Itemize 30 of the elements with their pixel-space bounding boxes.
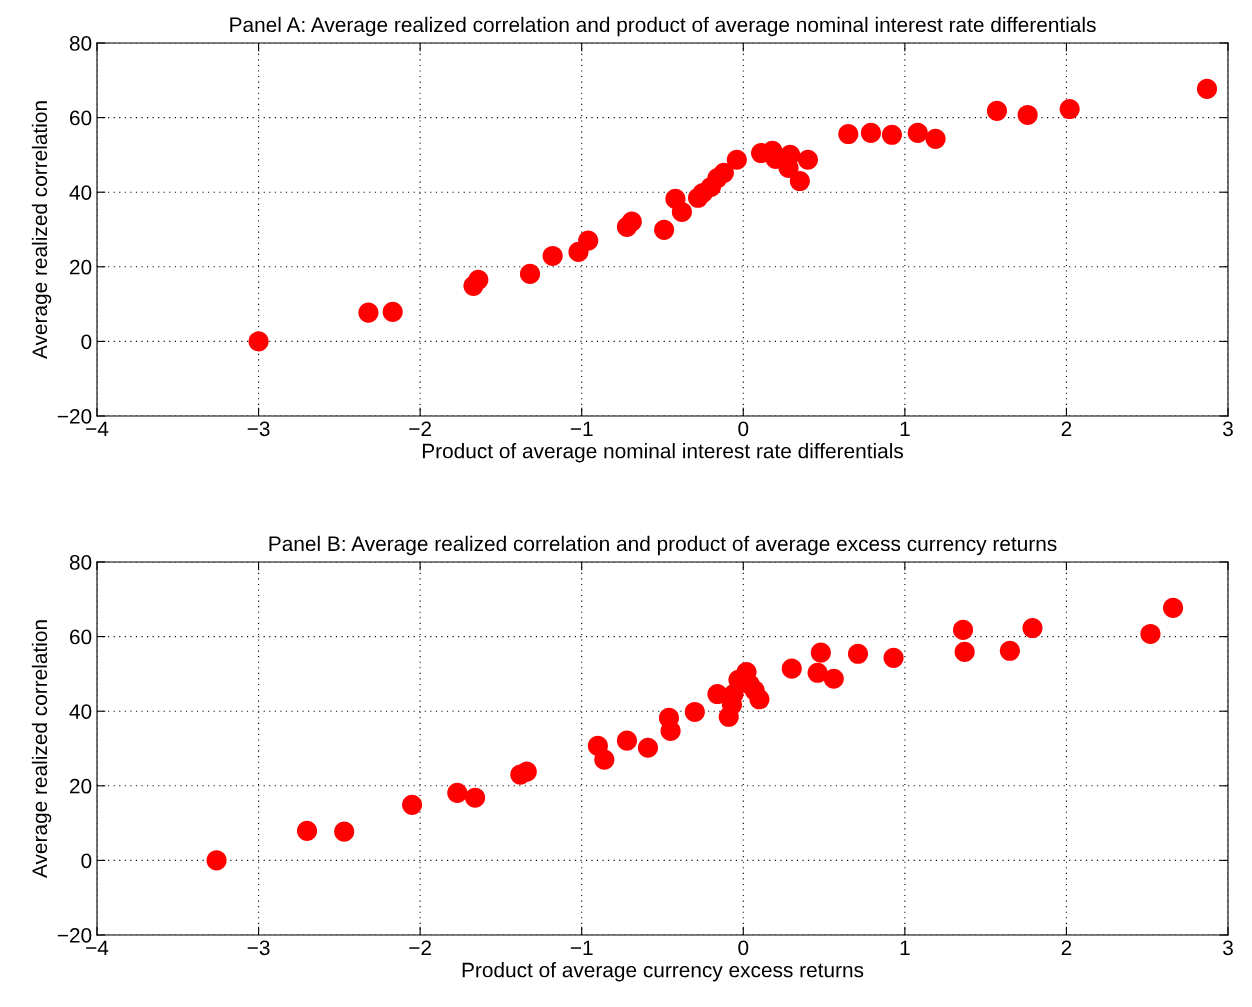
y-tick-label: 60 xyxy=(70,110,92,126)
x-tick-label: 0 xyxy=(738,421,749,437)
y-tick-label: 80 xyxy=(69,555,92,570)
x-tick-label: 2 xyxy=(1061,421,1072,436)
x-axis-title: Product of average currency excess returns xyxy=(462,962,864,982)
x-tick-label: −2 xyxy=(409,940,431,955)
y-tick-label: 20 xyxy=(70,778,92,794)
y-axis-title: Average realized correlation xyxy=(31,620,52,878)
x-tick-label: 2 xyxy=(1061,940,1072,955)
y-tick-label: 80 xyxy=(69,36,92,51)
chart-title: Panel A: Average realized correlation and product of average nominal interest rate differentials xyxy=(230,16,1096,37)
y-tick-label: 40 xyxy=(69,704,92,719)
x-tick-label: 1 xyxy=(900,940,910,955)
x-axis-title: Product of average nominal interest rate differentials xyxy=(422,443,904,463)
x-tick-label: −1 xyxy=(570,940,593,955)
y-axis-title: Average realized correlation xyxy=(31,101,52,359)
x-tick-label: 3 xyxy=(1223,421,1233,437)
y-tick-label: 0 xyxy=(81,853,92,869)
x-tick-label: −1 xyxy=(570,421,593,436)
x-tick-label: 1 xyxy=(900,421,910,436)
y-tick-label: 0 xyxy=(81,334,92,350)
x-tick-label: −3 xyxy=(247,940,270,956)
y-tick-label: 60 xyxy=(70,629,92,645)
x-tick-label: −2 xyxy=(409,421,431,436)
y-tick-label: 20 xyxy=(70,259,92,275)
y-tick-label: 40 xyxy=(69,185,92,200)
x-tick-label: 3 xyxy=(1223,940,1233,956)
chart-title: Panel B: Average realized correlation and product of average excess currency returns xyxy=(269,535,1057,556)
x-tick-label: 0 xyxy=(738,940,749,956)
x-tick-label: −3 xyxy=(247,421,270,437)
